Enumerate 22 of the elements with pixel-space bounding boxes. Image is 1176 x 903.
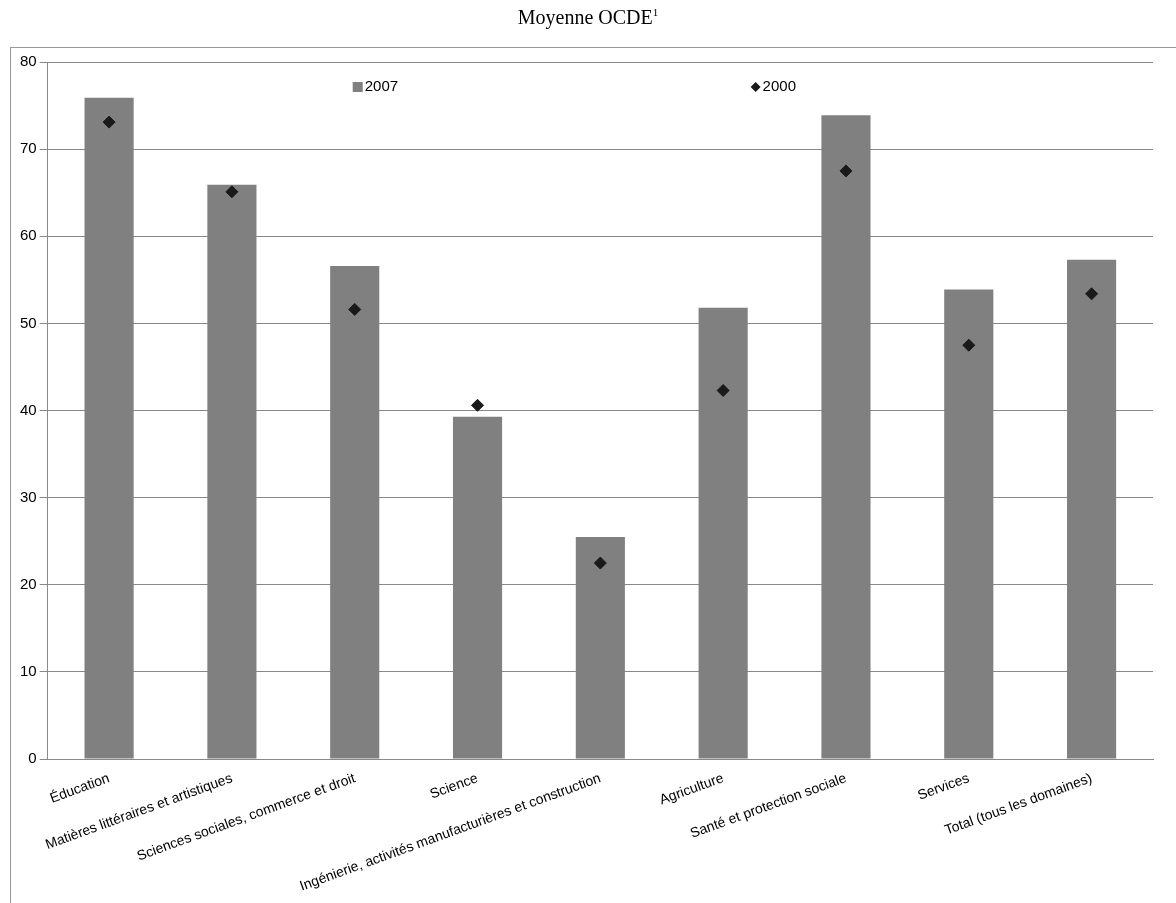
point	[716, 384, 730, 398]
y-tick-label: 50	[20, 313, 37, 331]
legend-label: 2000	[762, 77, 796, 95]
y-tick-label: 40	[20, 400, 37, 418]
point	[962, 338, 976, 352]
legend-label: 2007	[364, 77, 399, 95]
chart-title: Moyenne OCDE$^{1}$	[516, 6, 660, 29]
point	[348, 302, 362, 316]
y-tick-label: 20	[20, 574, 37, 592]
y-tick-label: 10	[20, 662, 37, 680]
x-tick-label: Science	[427, 769, 481, 802]
y-tick-label: 70	[20, 139, 37, 157]
y-tick-label: 80	[20, 52, 37, 70]
point	[225, 185, 239, 199]
point	[471, 398, 485, 412]
y-tick-label: 30	[20, 487, 37, 505]
point	[1085, 287, 1099, 301]
point	[839, 164, 853, 178]
point	[102, 115, 116, 129]
y-tick-label: 60	[20, 226, 37, 244]
y-tick-label: 0	[28, 749, 37, 767]
point	[593, 556, 607, 570]
